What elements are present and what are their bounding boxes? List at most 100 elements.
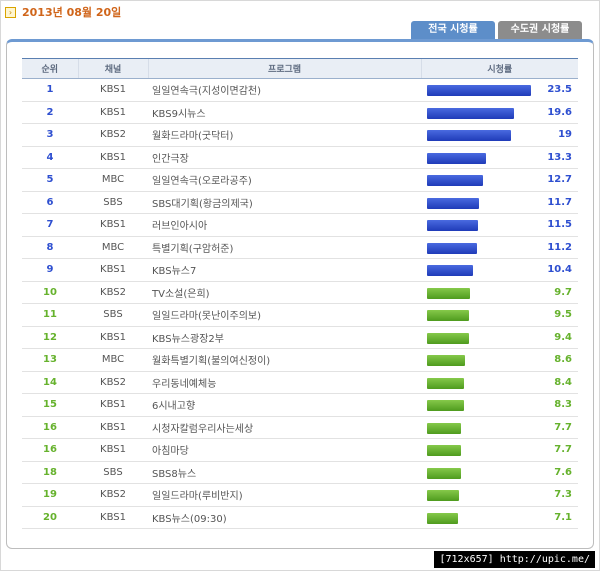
rating-cell: 9.5 bbox=[421, 303, 578, 327]
rating-bar bbox=[427, 467, 461, 479]
rank-cell: 16 bbox=[22, 438, 78, 462]
watermark-url: [712x657] http://upic.me/ bbox=[434, 551, 595, 568]
tab-nationwide[interactable]: 전국 시청률 bbox=[411, 21, 495, 39]
table-row: 19 KBS2 일일드라마(루비반지) 7.3 bbox=[22, 483, 578, 507]
rank-cell: 11 bbox=[22, 303, 78, 327]
table-header-row: 순위 채널 프로그램 시청률 bbox=[22, 58, 578, 79]
channel-cell: KBS1 bbox=[78, 101, 148, 124]
rating-value: 9.7 bbox=[554, 286, 572, 298]
table-row: 8 MBC 특별기획(구암허준) 11.2 bbox=[22, 236, 578, 259]
rating-bar bbox=[427, 130, 511, 141]
rating-bar bbox=[427, 512, 458, 524]
ratings-panel: 순위 채널 프로그램 시청률 1 KBS1 일일연속극(지성이면감천) 23.5 2 KB… bbox=[6, 39, 594, 549]
rating-cell: 8.6 bbox=[421, 348, 578, 372]
rating-bar bbox=[427, 85, 531, 96]
rank-cell: 13 bbox=[22, 348, 78, 372]
region-tabs: 전국 시청률 수도권 시청률 bbox=[411, 21, 585, 39]
channel-cell: KBS2 bbox=[78, 483, 148, 507]
rank-cell: 4 bbox=[22, 146, 78, 169]
channel-cell: KBS2 bbox=[78, 123, 148, 147]
program-cell: SBS대기획(황금의제국) bbox=[148, 191, 421, 214]
channel-cell: MBC bbox=[78, 168, 148, 192]
rating-cell: 11.5 bbox=[421, 213, 578, 237]
rating-value: 19 bbox=[558, 129, 572, 140]
ratings-table: 순위 채널 프로그램 시청률 1 KBS1 일일연속극(지성이면감천) 23.5 2 KB… bbox=[22, 58, 578, 529]
rank-cell: 1 bbox=[22, 78, 78, 102]
program-cell: 아침마당 bbox=[148, 438, 421, 462]
table-row: 11 SBS 일일드라마(못난이주의보) 9.5 bbox=[22, 303, 578, 327]
rating-bar bbox=[427, 220, 478, 231]
channel-cell: KBS1 bbox=[78, 213, 148, 237]
rating-cell: 12.7 bbox=[421, 168, 578, 192]
table-row: 15 KBS1 6시내고향 8.3 bbox=[22, 393, 578, 417]
rating-cell: 19 bbox=[421, 123, 578, 147]
table-row: 9 KBS1 KBS뉴스7 10.4 bbox=[22, 258, 578, 282]
rating-bar bbox=[427, 175, 483, 186]
tab-capital-area[interactable]: 수도권 시청률 bbox=[498, 21, 582, 39]
rating-value: 12.7 bbox=[547, 174, 572, 185]
rating-bar bbox=[427, 377, 464, 389]
channel-cell: KBS2 bbox=[78, 371, 148, 394]
table-row: 5 MBC 일일연속극(오로라공주) 12.7 bbox=[22, 168, 578, 192]
table-row: 6 SBS SBS대기획(황금의제국) 11.7 bbox=[22, 191, 578, 214]
table-row: 7 KBS1 러브인아시아 11.5 bbox=[22, 213, 578, 237]
rating-bar bbox=[427, 400, 464, 411]
rating-cell: 13.3 bbox=[421, 146, 578, 169]
channel-cell: KBS1 bbox=[78, 258, 148, 282]
rating-value: 23.5 bbox=[547, 84, 572, 95]
rank-cell: 12 bbox=[22, 326, 78, 349]
program-cell: 시청자칼럼우리사는세상 bbox=[148, 416, 421, 439]
rating-bar bbox=[427, 310, 469, 321]
rating-cell: 11.7 bbox=[421, 191, 578, 214]
column-header-rating: 시청률 bbox=[420, 58, 578, 79]
rating-cell: 8.3 bbox=[421, 393, 578, 417]
table-row: 14 KBS2 우리동네예체능 8.4 bbox=[22, 371, 578, 394]
rating-value: 9.4 bbox=[554, 331, 572, 343]
rating-cell: 7.6 bbox=[421, 461, 578, 484]
program-cell: 우리동네예체능 bbox=[148, 371, 421, 394]
rating-cell: 7.1 bbox=[421, 506, 578, 529]
rating-bar bbox=[427, 107, 514, 119]
rating-value: 8.3 bbox=[554, 399, 572, 410]
rating-value: 11.2 bbox=[547, 241, 572, 253]
rank-cell: 19 bbox=[22, 483, 78, 507]
rank-cell: 9 bbox=[22, 258, 78, 282]
arrow-right-icon: › bbox=[5, 6, 16, 18]
program-cell: KBS뉴스(09:30) bbox=[148, 506, 421, 529]
column-header-channel: 채널 bbox=[77, 58, 148, 79]
rating-bar bbox=[427, 287, 470, 299]
rank-cell: 8 bbox=[22, 236, 78, 259]
rating-cell: 19.6 bbox=[421, 101, 578, 124]
rating-bar bbox=[427, 445, 461, 456]
program-cell: 일일드라마(못난이주의보) bbox=[148, 303, 421, 327]
channel-cell: KBS1 bbox=[78, 326, 148, 349]
channel-cell: SBS bbox=[78, 461, 148, 484]
rating-cell: 9.7 bbox=[421, 281, 578, 304]
table-row: 13 MBC 월화특별기획(불의여신정이) 8.6 bbox=[22, 348, 578, 372]
program-cell: TV소설(은희) bbox=[148, 281, 421, 304]
rank-cell: 14 bbox=[22, 371, 78, 394]
table-row: 4 KBS1 인간극장 13.3 bbox=[22, 146, 578, 169]
table-row: 16 KBS1 시청자칼럼우리사는세상 7.7 bbox=[22, 416, 578, 439]
rating-bar bbox=[427, 490, 459, 501]
column-header-program: 프로그램 bbox=[147, 58, 421, 79]
program-cell: 특별기획(구암허준) bbox=[148, 236, 421, 259]
program-cell: SBS8뉴스 bbox=[148, 461, 421, 484]
rating-bar bbox=[427, 152, 486, 164]
program-cell: KBS9시뉴스 bbox=[148, 101, 421, 124]
table-row: 16 KBS1 아침마당 7.7 bbox=[22, 438, 578, 462]
rating-cell: 7.7 bbox=[421, 416, 578, 439]
program-cell: 일일연속극(오로라공주) bbox=[148, 168, 421, 192]
rank-cell: 18 bbox=[22, 461, 78, 484]
table-row: 20 KBS1 KBS뉴스(09:30) 7.1 bbox=[22, 506, 578, 529]
program-cell: 인간극장 bbox=[148, 146, 421, 169]
rating-cell: 23.5 bbox=[421, 78, 578, 102]
channel-cell: KBS1 bbox=[78, 438, 148, 462]
rank-cell: 3 bbox=[22, 123, 78, 147]
rating-value: 9.5 bbox=[554, 309, 572, 320]
rating-value: 10.4 bbox=[547, 264, 572, 275]
rating-value: 8.6 bbox=[554, 354, 572, 365]
rating-value: 11.7 bbox=[547, 196, 572, 208]
table-row: 18 SBS SBS8뉴스 7.6 bbox=[22, 461, 578, 484]
channel-cell: KBS1 bbox=[78, 146, 148, 169]
